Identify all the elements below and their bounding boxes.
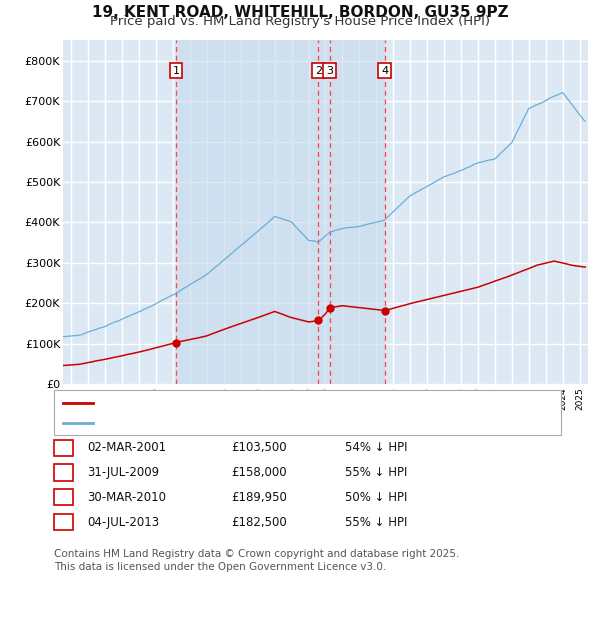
Text: £158,000: £158,000 [231,466,287,479]
Text: 19, KENT ROAD, WHITEHILL, BORDON, GU35 9PZ (detached house): 19, KENT ROAD, WHITEHILL, BORDON, GU35 9… [99,396,495,409]
Text: 1: 1 [60,441,67,454]
Bar [176,40,385,384]
Text: HPI: Average price, detached house, East Hampshire: HPI: Average price, detached house, East… [99,417,410,430]
Text: 55% ↓ HPI: 55% ↓ HPI [345,516,407,528]
Text: 30-MAR-2010: 30-MAR-2010 [87,491,166,503]
Text: 02-MAR-2001: 02-MAR-2001 [87,441,166,454]
Text: 31-JUL-2009: 31-JUL-2009 [87,466,159,479]
Text: 54% ↓ HPI: 54% ↓ HPI [345,441,407,454]
Text: 50% ↓ HPI: 50% ↓ HPI [345,491,407,503]
Text: £189,950: £189,950 [231,491,287,503]
Text: 3: 3 [326,66,333,76]
Text: 2: 2 [60,466,67,479]
Text: £182,500: £182,500 [231,516,287,528]
Text: 4: 4 [381,66,388,76]
Text: £103,500: £103,500 [231,441,287,454]
Text: 4: 4 [60,516,67,528]
Text: 19, KENT ROAD, WHITEHILL, BORDON, GU35 9PZ: 19, KENT ROAD, WHITEHILL, BORDON, GU35 9… [92,5,508,20]
Text: 2: 2 [315,66,322,76]
Text: 55% ↓ HPI: 55% ↓ HPI [345,466,407,479]
Text: Contains HM Land Registry data © Crown copyright and database right 2025.
This d: Contains HM Land Registry data © Crown c… [54,549,460,572]
Text: 3: 3 [60,491,67,503]
Text: 04-JUL-2013: 04-JUL-2013 [87,516,159,528]
Text: Price paid vs. HM Land Registry's House Price Index (HPI): Price paid vs. HM Land Registry's House … [110,16,490,29]
Text: 1: 1 [172,66,179,76]
